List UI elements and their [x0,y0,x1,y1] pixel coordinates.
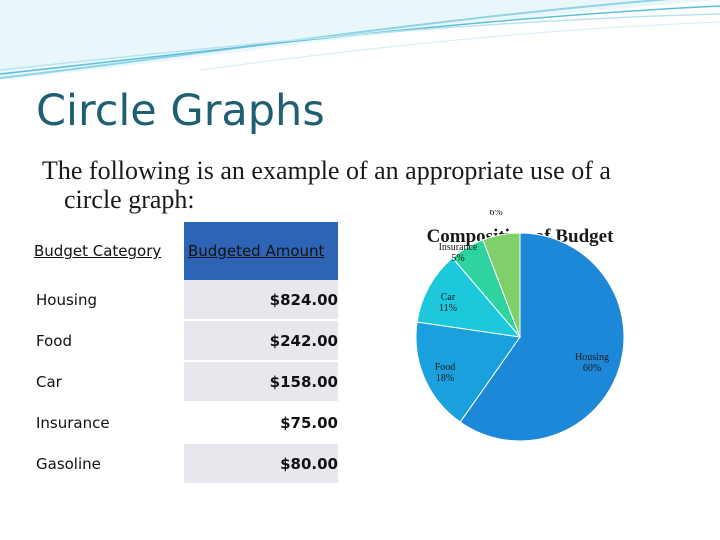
category-cell: Car [34,361,184,403]
budget-table: Budget Category Budgeted Amount Housing … [34,222,338,485]
category-cell: Insurance [34,402,184,444]
amount-value: $824.00 [269,290,338,309]
table-row: Insurance $75.00 [34,402,338,444]
slice-percent-housing: 60% [583,363,601,374]
column-header-amount: Budgeted Amount [184,222,338,280]
amount-value: $80.00 [280,454,338,473]
amount-value: $158.00 [269,372,338,391]
amount-cell: $75.00 [184,402,338,444]
intro-text: The following is an example of an approp… [42,156,682,215]
pie-slice-housing [459,232,625,442]
pie-chart: Composition of Budget Housing60%Food18%C… [415,210,625,442]
pie-slice-car [416,257,522,338]
table-row: Food $242.00 [34,320,338,362]
amount-value: $242.00 [269,331,338,350]
slice-percent-insurance: 5% [451,253,464,264]
pie-slices [415,232,625,442]
slice-label-food: Food [435,362,456,373]
pie-slice-food [415,321,521,423]
slide-title: Circle Graphs [36,86,325,136]
category-cell: Food [34,320,184,362]
table-row: Car $158.00 [34,361,338,403]
table-row: Housing $824.00 [34,280,338,321]
amount-cell: $824.00 [184,280,338,321]
amount-value: $75.00 [280,413,338,432]
amount-cell: $158.00 [184,361,338,403]
table-row: Gasoline $80.00 [34,443,338,485]
intro-line-2: circle graph: [64,185,195,215]
decorative-wave-banner [0,0,720,80]
amount-cell: $80.00 [184,443,338,485]
slice-percent-food: 18% [436,373,454,384]
pie-slice-gasoline [482,232,521,338]
slice-percent-car: 11% [439,303,457,314]
category-cell: Gasoline [34,443,184,485]
slice-label-insurance: Insurance [439,242,478,253]
slice-label-housing: Housing [575,352,609,363]
pie-labels: Housing60%Food18%Car11%Insurance5%Gasoli… [435,210,609,384]
amount-cell: $242.00 [184,320,338,362]
intro-line-1: The following is an example of an approp… [42,156,611,185]
table-header-row: Budget Category Budgeted Amount [34,222,338,280]
slice-label-car: Car [441,292,456,303]
column-header-category: Budget Category [34,242,162,260]
slice-percent-gasoline: 6% [489,210,502,218]
category-cell: Housing [34,280,184,321]
